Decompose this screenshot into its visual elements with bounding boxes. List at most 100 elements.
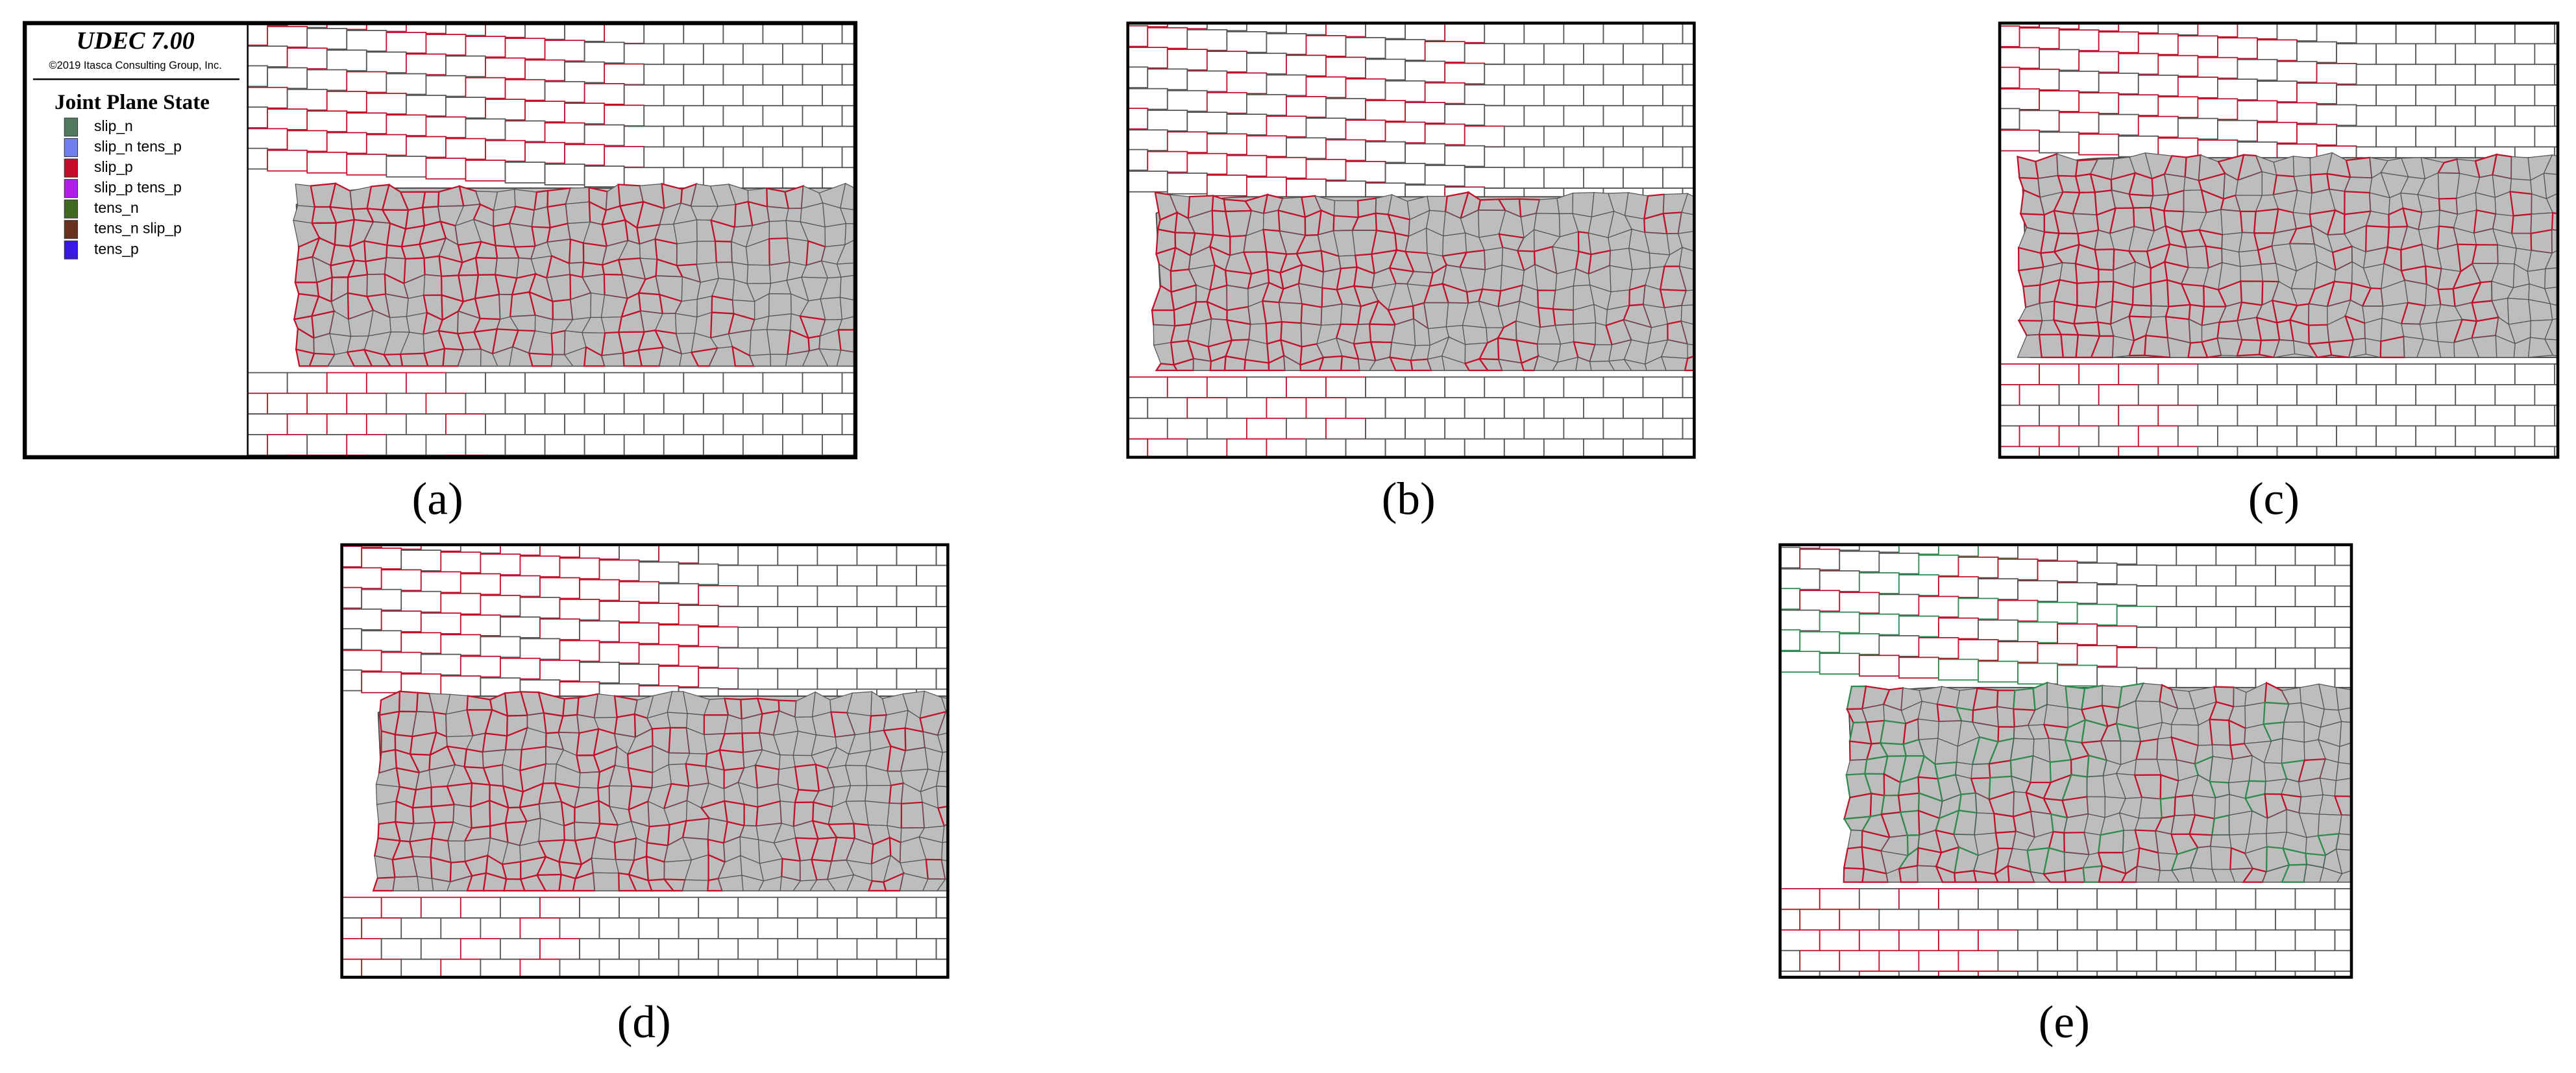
brick bbox=[663, 392, 704, 415]
brick bbox=[1246, 135, 1287, 158]
brick bbox=[2195, 564, 2237, 587]
brick bbox=[1780, 566, 1781, 588]
rock-cell bbox=[1988, 759, 2013, 779]
rock-cell bbox=[865, 785, 892, 804]
brick bbox=[2514, 363, 2555, 385]
brick bbox=[2375, 84, 2417, 106]
brick bbox=[2355, 104, 2397, 127]
brick bbox=[1960, 128, 2000, 149]
brick bbox=[1543, 43, 1584, 66]
rock-cell bbox=[2211, 814, 2231, 836]
brick bbox=[2000, 88, 2041, 110]
rock-cell bbox=[423, 274, 443, 296]
brick bbox=[822, 84, 855, 106]
brick bbox=[365, 134, 407, 156]
brick bbox=[1858, 572, 1900, 594]
brick bbox=[326, 23, 367, 30]
brick bbox=[698, 626, 739, 649]
brick bbox=[956, 959, 996, 980]
rock-cell bbox=[673, 219, 698, 245]
rock-cell bbox=[937, 711, 948, 736]
rock-cell bbox=[2344, 190, 2372, 215]
brick bbox=[935, 585, 948, 608]
brick bbox=[2076, 645, 2118, 667]
brick bbox=[2137, 33, 2179, 56]
panel-label: (d) bbox=[617, 997, 671, 1048]
brick bbox=[2039, 90, 2080, 112]
brick bbox=[2017, 544, 2059, 561]
brick bbox=[2554, 23, 2558, 45]
brick bbox=[1918, 596, 1959, 618]
brick bbox=[2078, 363, 2120, 385]
brick bbox=[1799, 631, 1841, 653]
brick bbox=[306, 69, 348, 91]
brick bbox=[1702, 85, 1742, 106]
brick bbox=[956, 689, 996, 710]
brick bbox=[683, 64, 724, 86]
brick bbox=[247, 372, 288, 394]
brick bbox=[1819, 971, 1860, 978]
brick bbox=[2514, 104, 2555, 127]
rock-cell bbox=[839, 274, 855, 301]
rock-cell bbox=[936, 786, 948, 809]
brick bbox=[2316, 23, 2357, 43]
brick bbox=[1799, 950, 1841, 972]
brick bbox=[658, 666, 700, 688]
brick bbox=[1957, 556, 1999, 579]
brick bbox=[2435, 104, 2476, 127]
brick bbox=[480, 553, 521, 575]
rock-cell bbox=[372, 876, 396, 892]
brick bbox=[2355, 23, 2397, 45]
brick bbox=[2237, 23, 2278, 40]
brick bbox=[2355, 607, 2394, 627]
brick bbox=[598, 601, 640, 623]
brick bbox=[440, 551, 482, 573]
brick bbox=[737, 585, 779, 608]
brick bbox=[1325, 98, 1366, 120]
brick bbox=[2118, 94, 2159, 116]
rock-cell bbox=[1300, 303, 1323, 326]
rock-cell bbox=[766, 313, 792, 331]
brick bbox=[559, 599, 600, 621]
brick bbox=[1405, 23, 1446, 42]
rock-cell bbox=[889, 782, 905, 805]
brick bbox=[1960, 5, 2000, 25]
rock-cell bbox=[936, 771, 948, 788]
brick bbox=[361, 917, 402, 939]
legend-swatch bbox=[64, 158, 79, 178]
brick bbox=[1799, 548, 1841, 571]
brick bbox=[2137, 115, 2179, 138]
brick bbox=[2116, 908, 2157, 931]
brick bbox=[1226, 397, 1268, 419]
brick bbox=[1642, 64, 1684, 86]
brick bbox=[816, 585, 858, 608]
brick bbox=[822, 434, 855, 456]
brick bbox=[1898, 615, 1939, 638]
rock-cell bbox=[1680, 304, 1695, 325]
rock-cell bbox=[2308, 303, 2328, 326]
rock-cell bbox=[2184, 154, 2202, 182]
panel-label: (e) bbox=[2039, 997, 2090, 1048]
brick bbox=[619, 664, 660, 686]
brick bbox=[445, 413, 486, 435]
brick bbox=[1186, 70, 1228, 93]
brick bbox=[1623, 43, 1663, 66]
brick bbox=[1266, 397, 1307, 419]
brick bbox=[539, 618, 580, 640]
brick bbox=[2294, 544, 2336, 566]
brick bbox=[2155, 908, 2197, 931]
brick bbox=[1960, 446, 2000, 467]
brick bbox=[1682, 23, 1695, 45]
brick bbox=[500, 616, 541, 638]
rock-cell bbox=[2240, 263, 2264, 282]
brick bbox=[2275, 647, 2316, 669]
brick bbox=[1206, 51, 1247, 73]
brick bbox=[1127, 88, 1168, 110]
brick bbox=[504, 392, 546, 415]
brick bbox=[1682, 376, 1695, 398]
brick bbox=[400, 673, 442, 695]
rock-cell bbox=[1993, 812, 2017, 834]
brick bbox=[2355, 363, 2397, 385]
brick bbox=[1147, 68, 1188, 91]
